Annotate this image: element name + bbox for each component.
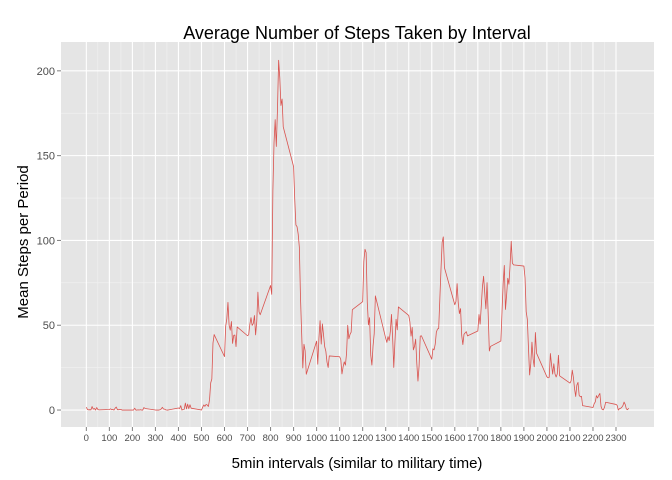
x-tick-label: 900: [286, 433, 302, 444]
x-tick-label: 200: [124, 433, 140, 444]
x-tick-label: 700: [240, 433, 256, 444]
x-tick-label: 1200: [352, 433, 373, 444]
x-axis-title: 5min intervals (similar to military time…: [232, 455, 483, 472]
x-tick-label: 800: [263, 433, 279, 444]
x-tick-label: 1000: [306, 433, 327, 444]
x-tick-label: 0: [84, 433, 89, 444]
x-tick-label: 600: [217, 433, 233, 444]
y-axis-title: Mean Steps per Period: [15, 165, 32, 318]
x-tick-label: 1100: [329, 433, 349, 444]
x-tick-label: 100: [101, 433, 117, 444]
x-tick-label: 500: [194, 433, 210, 444]
plot-background: [61, 42, 654, 427]
y-tick-label: 50: [43, 320, 55, 332]
y-tick-label: 0: [49, 405, 55, 417]
major-gridlines: [61, 42, 654, 427]
x-tick-label: 1700: [467, 433, 488, 444]
x-tick-label: 1400: [398, 433, 419, 444]
y-tick-label: 150: [37, 151, 55, 163]
x-tick-label: 1900: [513, 433, 534, 444]
x-tick-label: 2300: [605, 433, 626, 444]
series-layer: [85, 59, 629, 411]
x-tick-label: 2000: [536, 433, 557, 444]
x-tick-label: 1300: [375, 433, 396, 444]
x-tick-label: 2200: [582, 433, 603, 444]
y-axis: 0 50 100 150 200: [37, 66, 61, 417]
x-tick-label: 1800: [490, 433, 511, 444]
x-tick-label: 1500: [421, 433, 442, 444]
chart-title: Average Number of Steps Taken by Interva…: [183, 23, 531, 43]
x-tick-label: 1600: [444, 433, 465, 444]
series-line: [85, 59, 629, 411]
minor-gridlines: [61, 42, 654, 427]
x-tick-label: 300: [147, 433, 163, 444]
y-tick-label: 100: [37, 235, 55, 247]
y-tick-label: 200: [37, 66, 55, 78]
x-tick-label: 400: [171, 433, 187, 444]
x-axis: 0 100 200 300 400 500 600 700 800 900 1000 1100 1200…: [84, 427, 627, 444]
x-tick-label: 2100: [559, 433, 580, 444]
